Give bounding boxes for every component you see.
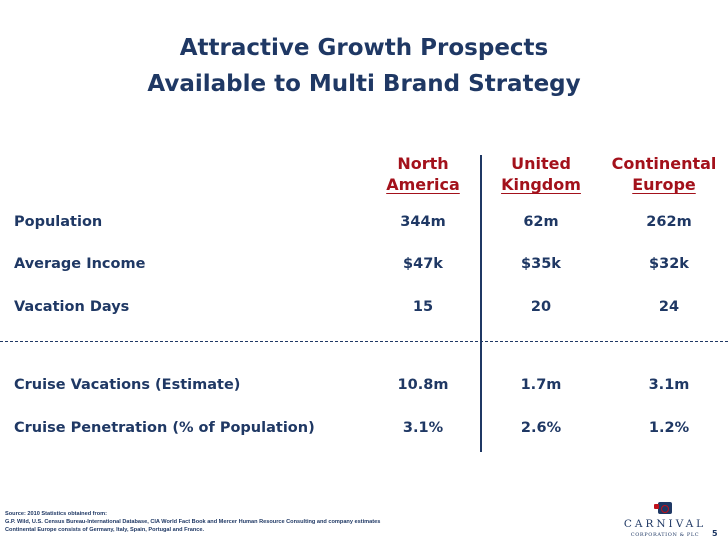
- row-label-average-income: Average Income: [14, 256, 146, 272]
- title-line-2: Available to Multi Brand Strategy: [147, 71, 581, 97]
- source-footnote: Source: 2010 Statistics obtained from: G…: [5, 510, 485, 534]
- funnel-flag-icon: [654, 502, 672, 514]
- column-header-line-2: America: [386, 175, 460, 194]
- cell-vacation-united-kingdom: 20: [530, 299, 552, 315]
- cell-cruise-vacations-north-america: 10.8m: [397, 377, 449, 393]
- cell-penetration-continental-europe: 1.2%: [648, 420, 690, 436]
- cell-income-continental-europe: $32k: [649, 256, 689, 272]
- carnival-logo: CARNIVAL CORPORATION & PLC: [620, 500, 706, 540]
- column-header-line-2: Kingdom: [501, 175, 581, 194]
- logo-name: CARNIVAL: [623, 518, 707, 530]
- column-header-line-1: North: [397, 154, 449, 173]
- row-label-vacation-days: Vacation Days: [14, 299, 130, 315]
- footnote-line-3: Continental Europe consists of Germany, …: [5, 527, 205, 533]
- logo-subtitle: CORPORATION & PLC: [630, 532, 700, 538]
- column-header-north-america: North America: [363, 153, 483, 195]
- column-header-united-kingdom: United Kingdom: [481, 153, 601, 195]
- cell-income-united-kingdom: $35k: [521, 256, 561, 272]
- cell-population-continental-europe: 262m: [646, 214, 692, 230]
- page-number: 5: [712, 529, 718, 538]
- cell-vacation-north-america: 15: [412, 299, 434, 315]
- cell-vacation-continental-europe: 24: [658, 299, 680, 315]
- cell-penetration-united-kingdom: 2.6%: [520, 420, 562, 436]
- footnote-line-1: Source: 2010 Statistics obtained from:: [5, 511, 107, 517]
- column-header-line-2: Europe: [632, 175, 696, 194]
- section-divider: [0, 341, 728, 342]
- column-header-continental-europe: Continental Europe: [604, 153, 724, 195]
- column-header-line-1: United: [511, 154, 571, 173]
- cell-cruise-vacations-continental-europe: 3.1m: [648, 377, 690, 393]
- cell-population-united-kingdom: 62m: [523, 214, 559, 230]
- cell-cruise-vacations-united-kingdom: 1.7m: [520, 377, 562, 393]
- row-label-population: Population: [14, 214, 103, 230]
- row-label-cruise-vacations: Cruise Vacations (Estimate): [14, 377, 241, 393]
- column-header-line-1: Continental: [611, 154, 717, 173]
- cell-penetration-north-america: 3.1%: [402, 420, 444, 436]
- footnote-line-2: G.P. Wild, U.S. Census Bureau-Internatio…: [5, 519, 381, 525]
- row-label-cruise-penetration: Cruise Penetration (% of Population): [14, 420, 315, 436]
- column-divider: [480, 155, 482, 452]
- cell-population-north-america: 344m: [400, 214, 446, 230]
- cell-income-north-america: $47k: [403, 256, 443, 272]
- slide-title: Attractive Growth Prospects Available to…: [0, 30, 728, 102]
- title-line-1: Attractive Growth Prospects: [179, 35, 549, 61]
